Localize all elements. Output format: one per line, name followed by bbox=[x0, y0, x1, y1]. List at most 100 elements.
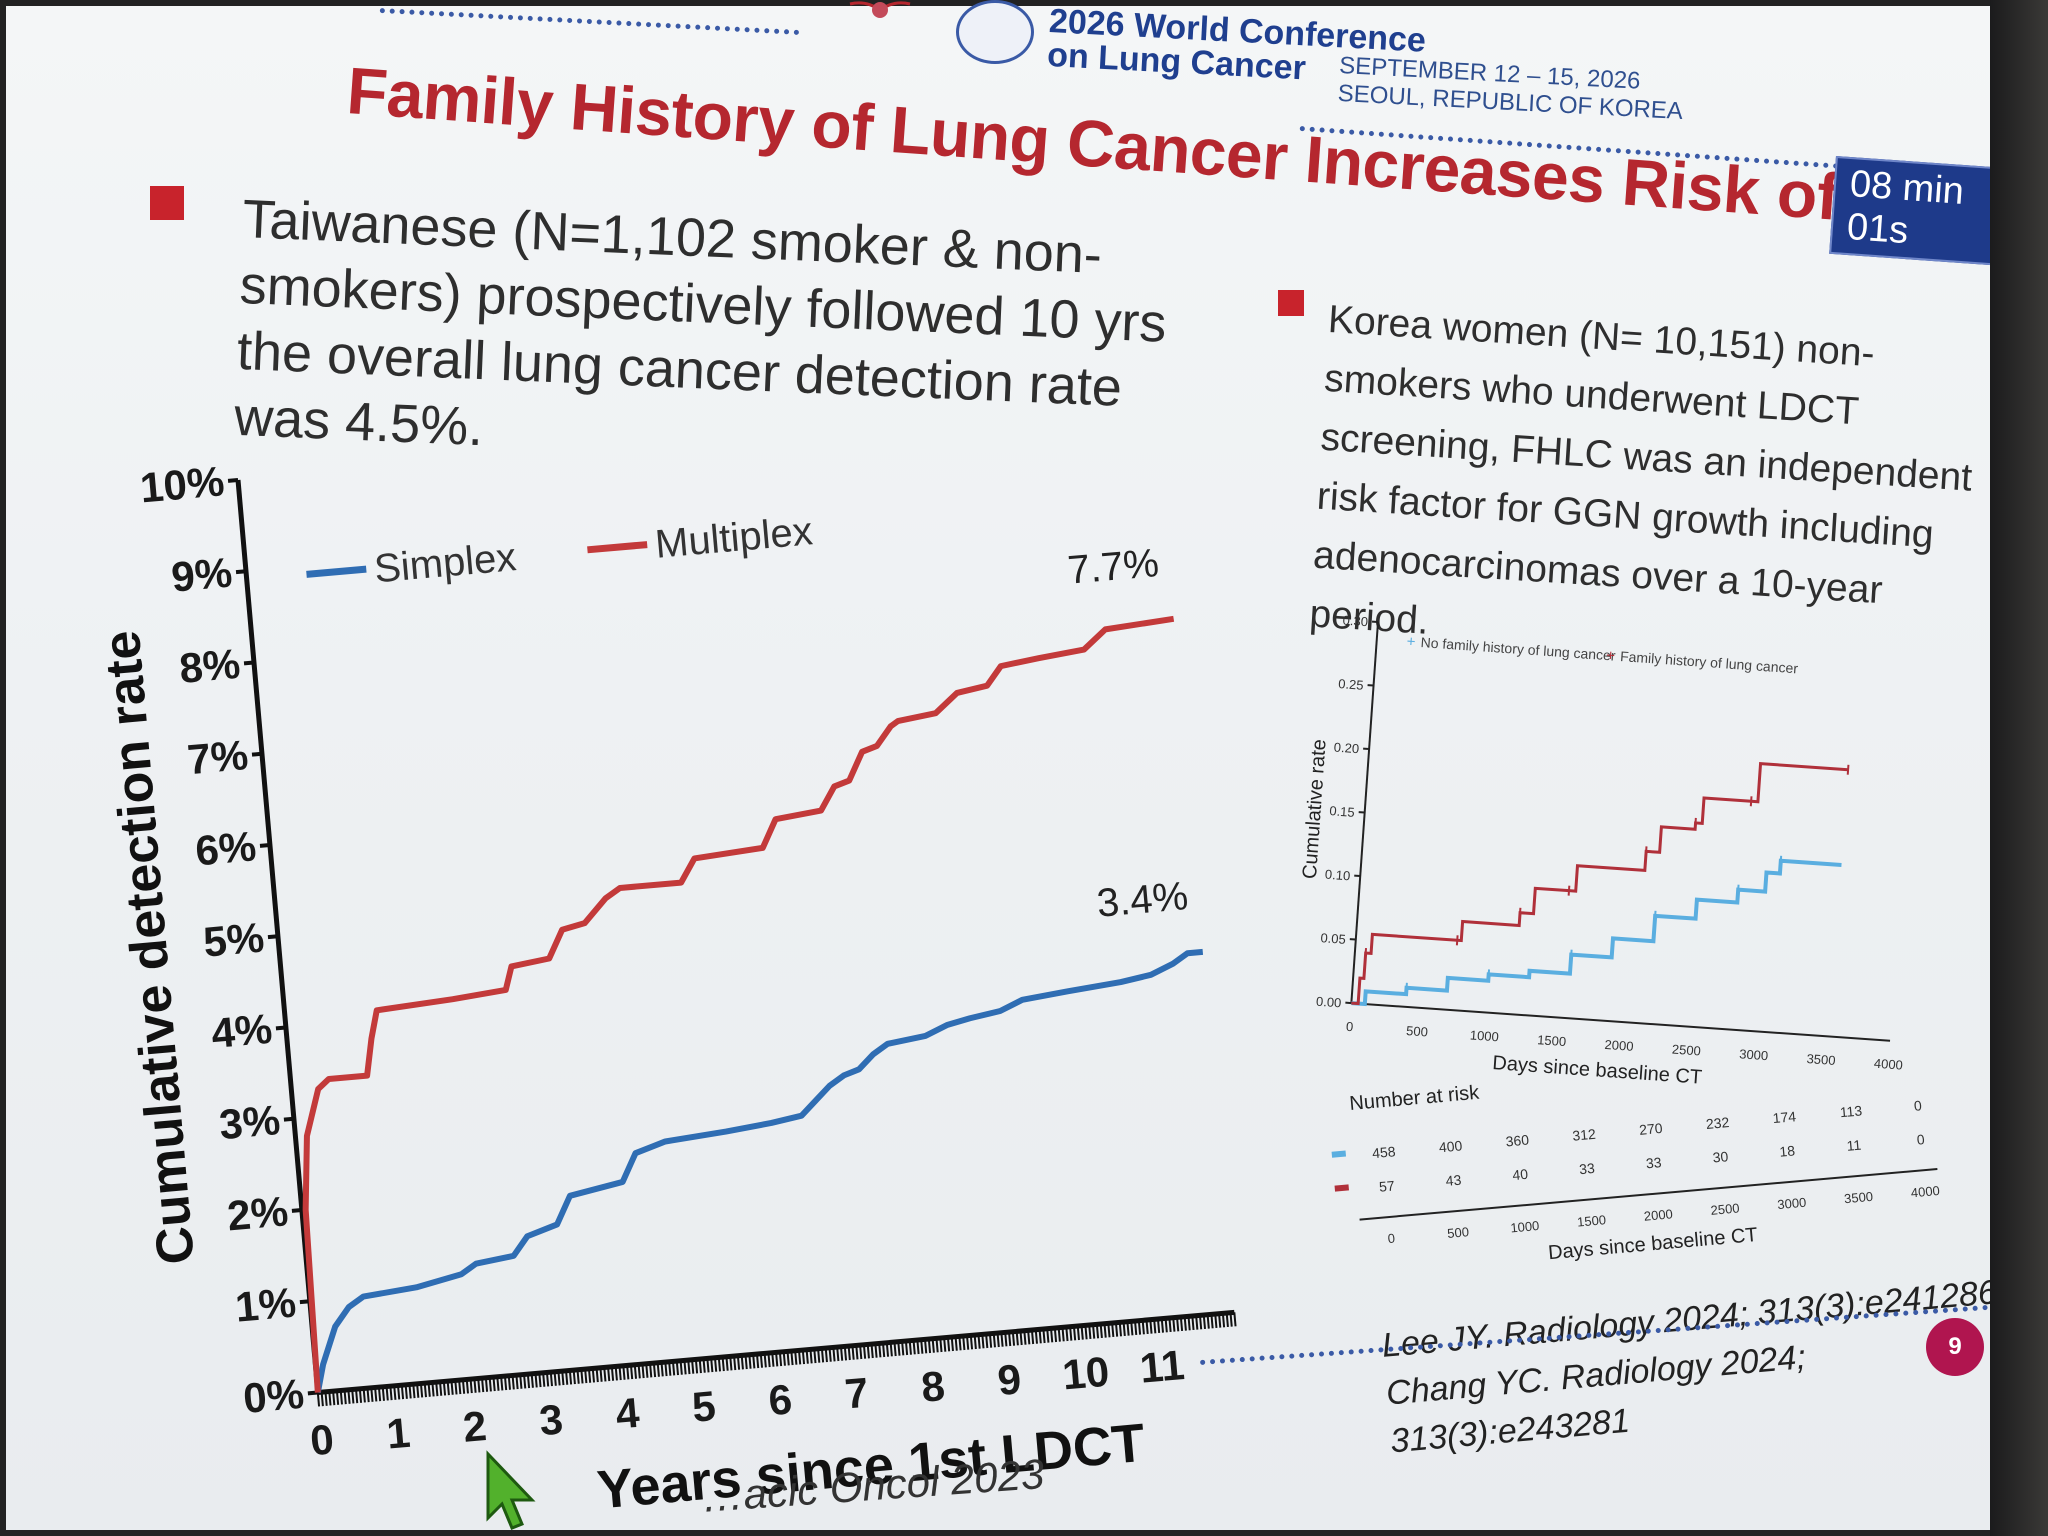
x-minor-tick bbox=[729, 1356, 733, 1371]
x-minor-tick bbox=[641, 1364, 645, 1379]
x-tick-label: 2 bbox=[461, 1402, 488, 1451]
x-minor-tick bbox=[855, 1345, 859, 1360]
x-minor-tick bbox=[713, 1357, 718, 1372]
risk-x-tick-label: 2000 bbox=[1643, 1206, 1673, 1223]
x-minor-tick bbox=[557, 1371, 561, 1386]
x-minor-tick bbox=[1019, 1330, 1023, 1346]
lungs-logo-icon bbox=[849, 1, 911, 18]
x-minor-tick bbox=[1233, 1312, 1237, 1327]
y-tick-label: 0.25 bbox=[1338, 676, 1364, 693]
x-minor-tick bbox=[355, 1389, 359, 1404]
x-minor-tick bbox=[985, 1333, 989, 1349]
legend-label-family-history: Family history of lung cancer bbox=[1620, 648, 1799, 676]
x-minor-tick bbox=[492, 1377, 496, 1392]
x-minor-tick bbox=[859, 1344, 863, 1360]
censor-mark bbox=[1455, 935, 1459, 946]
x-minor-tick bbox=[671, 1361, 676, 1376]
x-axis-line bbox=[1351, 1002, 1891, 1042]
x-minor-tick bbox=[587, 1368, 592, 1383]
x-minor-tick bbox=[988, 1333, 993, 1348]
end-value-label-simplex: 3.4% bbox=[1095, 874, 1190, 926]
x-minor-tick bbox=[851, 1345, 855, 1360]
x-minor-tick bbox=[805, 1349, 809, 1364]
x-minor-tick bbox=[1088, 1324, 1092, 1340]
x-minor-tick bbox=[1172, 1317, 1176, 1332]
x-minor-tick bbox=[908, 1340, 912, 1355]
x-minor-tick bbox=[981, 1334, 985, 1349]
x-tick-label: 4000 bbox=[1873, 1056, 1903, 1073]
x-minor-tick bbox=[962, 1335, 966, 1351]
y-tick-label: 0.05 bbox=[1320, 930, 1346, 947]
censor-mark bbox=[1518, 907, 1522, 918]
x-minor-tick bbox=[370, 1387, 374, 1402]
y-tick-label: 8% bbox=[177, 640, 242, 692]
x-tick-label: 0 bbox=[308, 1415, 335, 1464]
x-minor-tick bbox=[561, 1371, 565, 1386]
x-tick-label: 1 bbox=[385, 1409, 412, 1458]
x-minor-tick bbox=[473, 1378, 477, 1393]
x-minor-tick bbox=[958, 1336, 962, 1351]
x-minor-tick bbox=[889, 1342, 893, 1357]
risk-x-tick-label: 4000 bbox=[1910, 1183, 1940, 1200]
x-tick-label: 6 bbox=[767, 1375, 794, 1424]
x-minor-tick bbox=[904, 1340, 909, 1356]
legend-swatch-multiplex bbox=[587, 541, 648, 554]
x-minor-tick bbox=[347, 1389, 351, 1404]
x-minor-tick bbox=[836, 1346, 840, 1362]
x-minor-tick bbox=[912, 1340, 916, 1355]
risk-cell: 400 bbox=[1438, 1137, 1463, 1155]
x-minor-tick bbox=[767, 1353, 771, 1368]
x-minor-tick bbox=[763, 1353, 767, 1368]
x-tick-label: 3500 bbox=[1806, 1051, 1836, 1068]
x-minor-tick bbox=[874, 1343, 878, 1358]
x-minor-tick bbox=[1095, 1324, 1100, 1339]
x-minor-tick bbox=[412, 1384, 416, 1399]
x-tick-label: 10 bbox=[1060, 1348, 1111, 1399]
x-minor-tick bbox=[786, 1351, 790, 1366]
y-tick bbox=[235, 569, 247, 575]
x-minor-tick bbox=[924, 1339, 928, 1354]
x-minor-tick bbox=[1134, 1320, 1138, 1336]
x-minor-tick bbox=[339, 1390, 343, 1405]
risk-row-swatch bbox=[1331, 1150, 1347, 1158]
x-minor-tick bbox=[626, 1365, 630, 1380]
x-minor-tick bbox=[866, 1344, 870, 1359]
x-minor-tick bbox=[469, 1379, 473, 1394]
x-tick-label: 4 bbox=[614, 1389, 642, 1438]
x-minor-tick bbox=[931, 1338, 935, 1353]
x-minor-tick bbox=[1053, 1327, 1058, 1343]
censor-mark bbox=[1694, 817, 1697, 828]
x-minor-tick bbox=[675, 1361, 680, 1376]
x-minor-tick bbox=[549, 1372, 553, 1387]
x-minor-tick bbox=[801, 1349, 806, 1365]
x-minor-tick bbox=[316, 1392, 321, 1407]
x-minor-tick bbox=[416, 1383, 420, 1398]
x-minor-tick bbox=[668, 1361, 672, 1376]
risk-cell: 270 bbox=[1638, 1120, 1663, 1138]
x-minor-tick bbox=[645, 1363, 649, 1378]
x-minor-tick bbox=[725, 1356, 729, 1371]
x-minor-tick bbox=[576, 1369, 580, 1384]
x-minor-tick bbox=[1076, 1325, 1080, 1341]
x-tick-label: 1500 bbox=[1537, 1032, 1567, 1049]
y-tick-label: 3% bbox=[217, 1096, 282, 1148]
x-minor-tick bbox=[817, 1348, 821, 1363]
censor-mark bbox=[1569, 949, 1573, 960]
bullet-marker-left bbox=[150, 186, 184, 220]
x-minor-tick bbox=[450, 1380, 454, 1395]
x-minor-tick bbox=[897, 1341, 901, 1356]
x-minor-tick bbox=[1229, 1312, 1233, 1327]
x-tick-label: 1000 bbox=[1469, 1027, 1499, 1044]
y-tick-label: 10% bbox=[138, 457, 226, 511]
legend-marker-no-history: + bbox=[1406, 633, 1416, 651]
y-tick-label: 2% bbox=[225, 1187, 290, 1239]
taiwan-detection-chart: 0%1%2%3%4%5%6%7%8%9%10%0 1 2 3 4 5 6 7 8 9 10 11Yea… bbox=[93, 457, 1237, 1520]
x-minor-tick bbox=[1050, 1328, 1054, 1343]
x-minor-tick bbox=[649, 1363, 653, 1378]
x-minor-tick bbox=[419, 1383, 424, 1398]
x-minor-tick bbox=[813, 1348, 817, 1364]
x-tick-label: 500 bbox=[1406, 1023, 1429, 1039]
x-minor-tick bbox=[702, 1358, 706, 1373]
x-tick-label: 8 bbox=[919, 1362, 946, 1411]
x-tick-label: 2500 bbox=[1671, 1042, 1701, 1059]
